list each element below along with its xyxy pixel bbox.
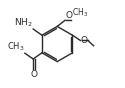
Text: CH$_3$: CH$_3$ — [72, 7, 88, 19]
Text: O: O — [30, 70, 38, 79]
Text: CH$_3$: CH$_3$ — [7, 40, 24, 53]
Text: NH$_2$: NH$_2$ — [14, 16, 33, 29]
Text: O: O — [81, 36, 88, 45]
Text: O: O — [66, 11, 73, 20]
